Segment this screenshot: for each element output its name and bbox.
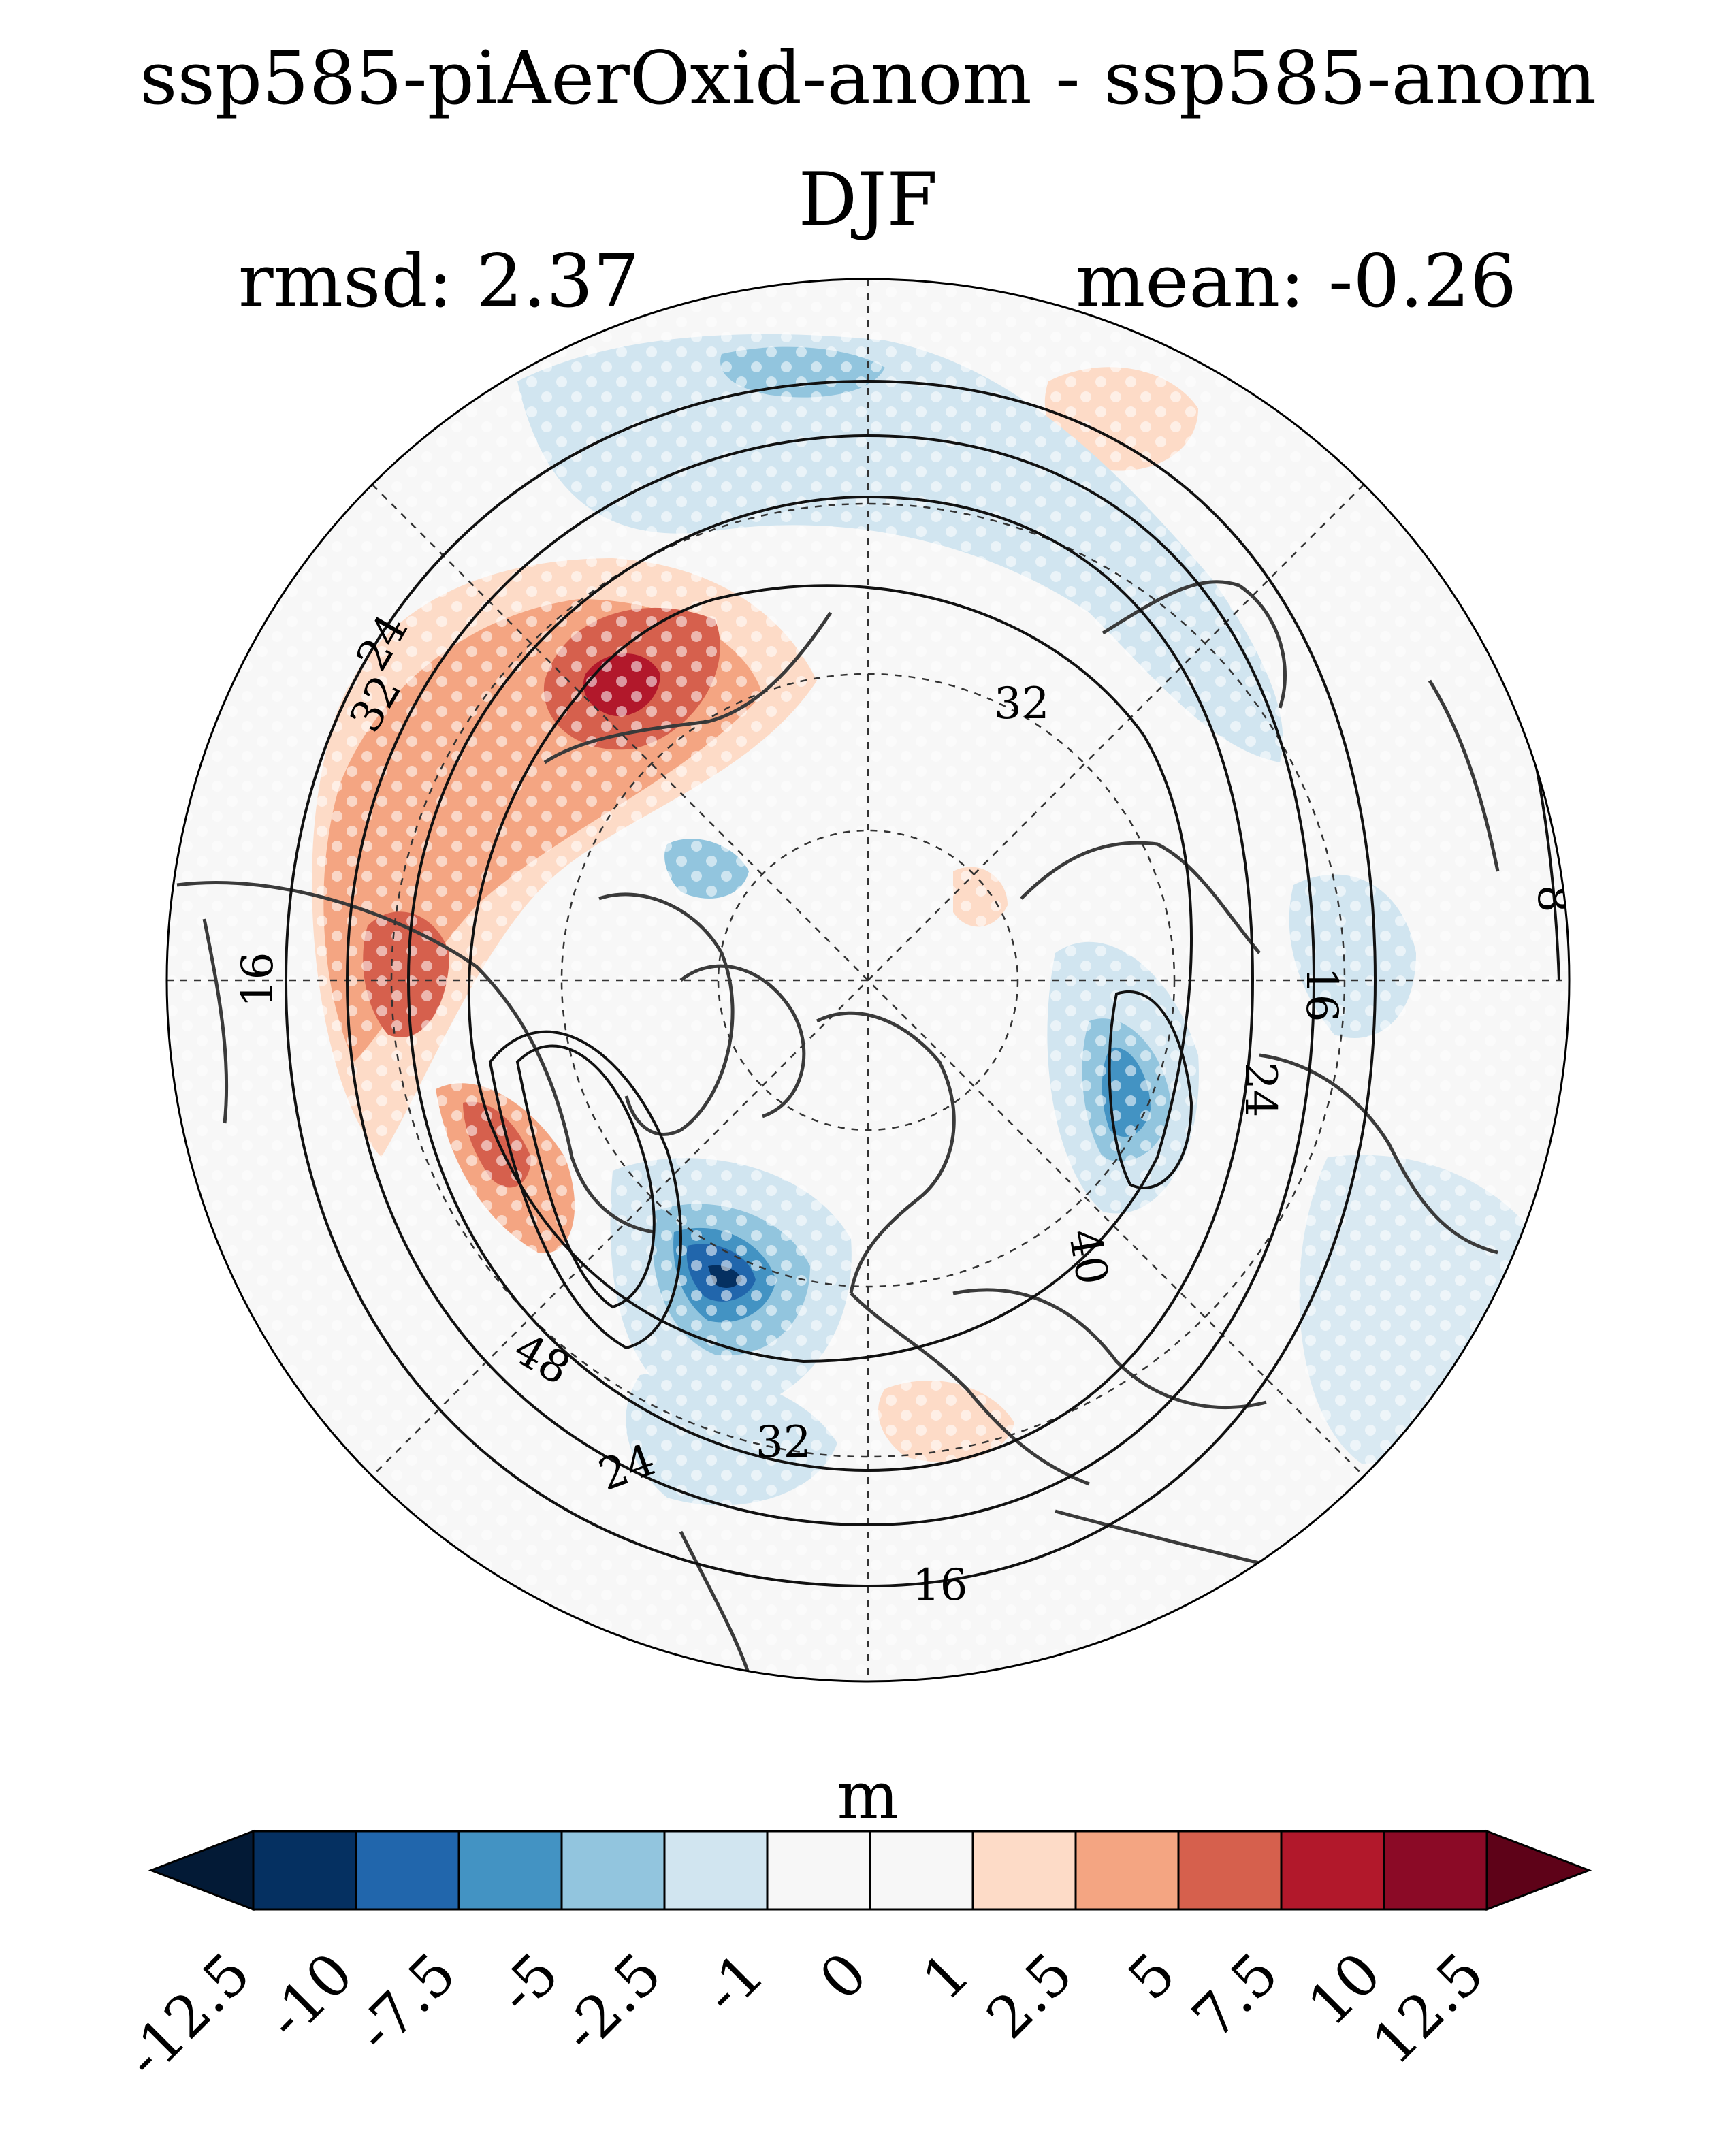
colorbar-over-extension [1485, 1829, 1592, 1911]
contour-label: 8 [1528, 885, 1578, 913]
graticule [167, 279, 1569, 1681]
colorbar-bin [663, 1830, 769, 1911]
colorbar-tick-label: -10 [253, 1940, 366, 2052]
colorbar-bin [1280, 1830, 1385, 1911]
contour-label: 24 [1235, 1062, 1285, 1117]
colorbar-bin [560, 1830, 666, 1911]
colorbar-tick-label: -2.5 [549, 1940, 674, 2065]
colorbar-bin [766, 1830, 871, 1911]
colorbar-tick-label: -12.5 [112, 1940, 263, 2091]
colorbar-bin [252, 1830, 357, 1911]
polar-map: 24 32 32 16 16 8 24 40 48 32 24 16 [165, 278, 1578, 1683]
colorbar-tick-label: -1 [690, 1940, 777, 2027]
contour-label: 32 [756, 1417, 811, 1468]
colorbar-bin [355, 1830, 460, 1911]
colorbar-bin [869, 1830, 974, 1911]
contour-label: 40 [1058, 1225, 1117, 1289]
rmsd-label: rmsd: 2.37 [238, 239, 640, 324]
colorbar-tick-label: 0 [807, 1940, 880, 2013]
colorbar-tick-label: -7.5 [343, 1940, 468, 2065]
colorbar-units: m [837, 1758, 899, 1834]
colorbar-bin [1074, 1830, 1180, 1911]
colorbar-tick-label: 12.5 [1360, 1940, 1497, 2078]
contour-label: 16 [233, 952, 283, 1007]
mean-label: mean: -0.26 [1076, 239, 1517, 324]
colorbar-tick-label: 7.5 [1179, 1940, 1291, 2052]
map-boundary [165, 278, 1571, 1683]
title-line-2: DJF [798, 157, 938, 242]
contour-label: 16 [912, 1560, 967, 1611]
colorbar-tick-label: 5 [1115, 1940, 1188, 2013]
colorbar-tick-label: 1 [910, 1940, 982, 2013]
colorbar-bin [1177, 1830, 1283, 1911]
contour-label: 16 [1296, 967, 1347, 1022]
colorbar-bin [457, 1830, 563, 1911]
title-line-1: ssp585-piAerOxid-anom - ssp585-anom [140, 36, 1596, 121]
colorbar-bin [1383, 1830, 1488, 1911]
colorbar-tick-label: 2.5 [974, 1940, 1085, 2052]
colorbar-under-extension [148, 1829, 255, 1911]
colorbar-bin [971, 1830, 1077, 1911]
contour-label: 32 [994, 679, 1049, 729]
